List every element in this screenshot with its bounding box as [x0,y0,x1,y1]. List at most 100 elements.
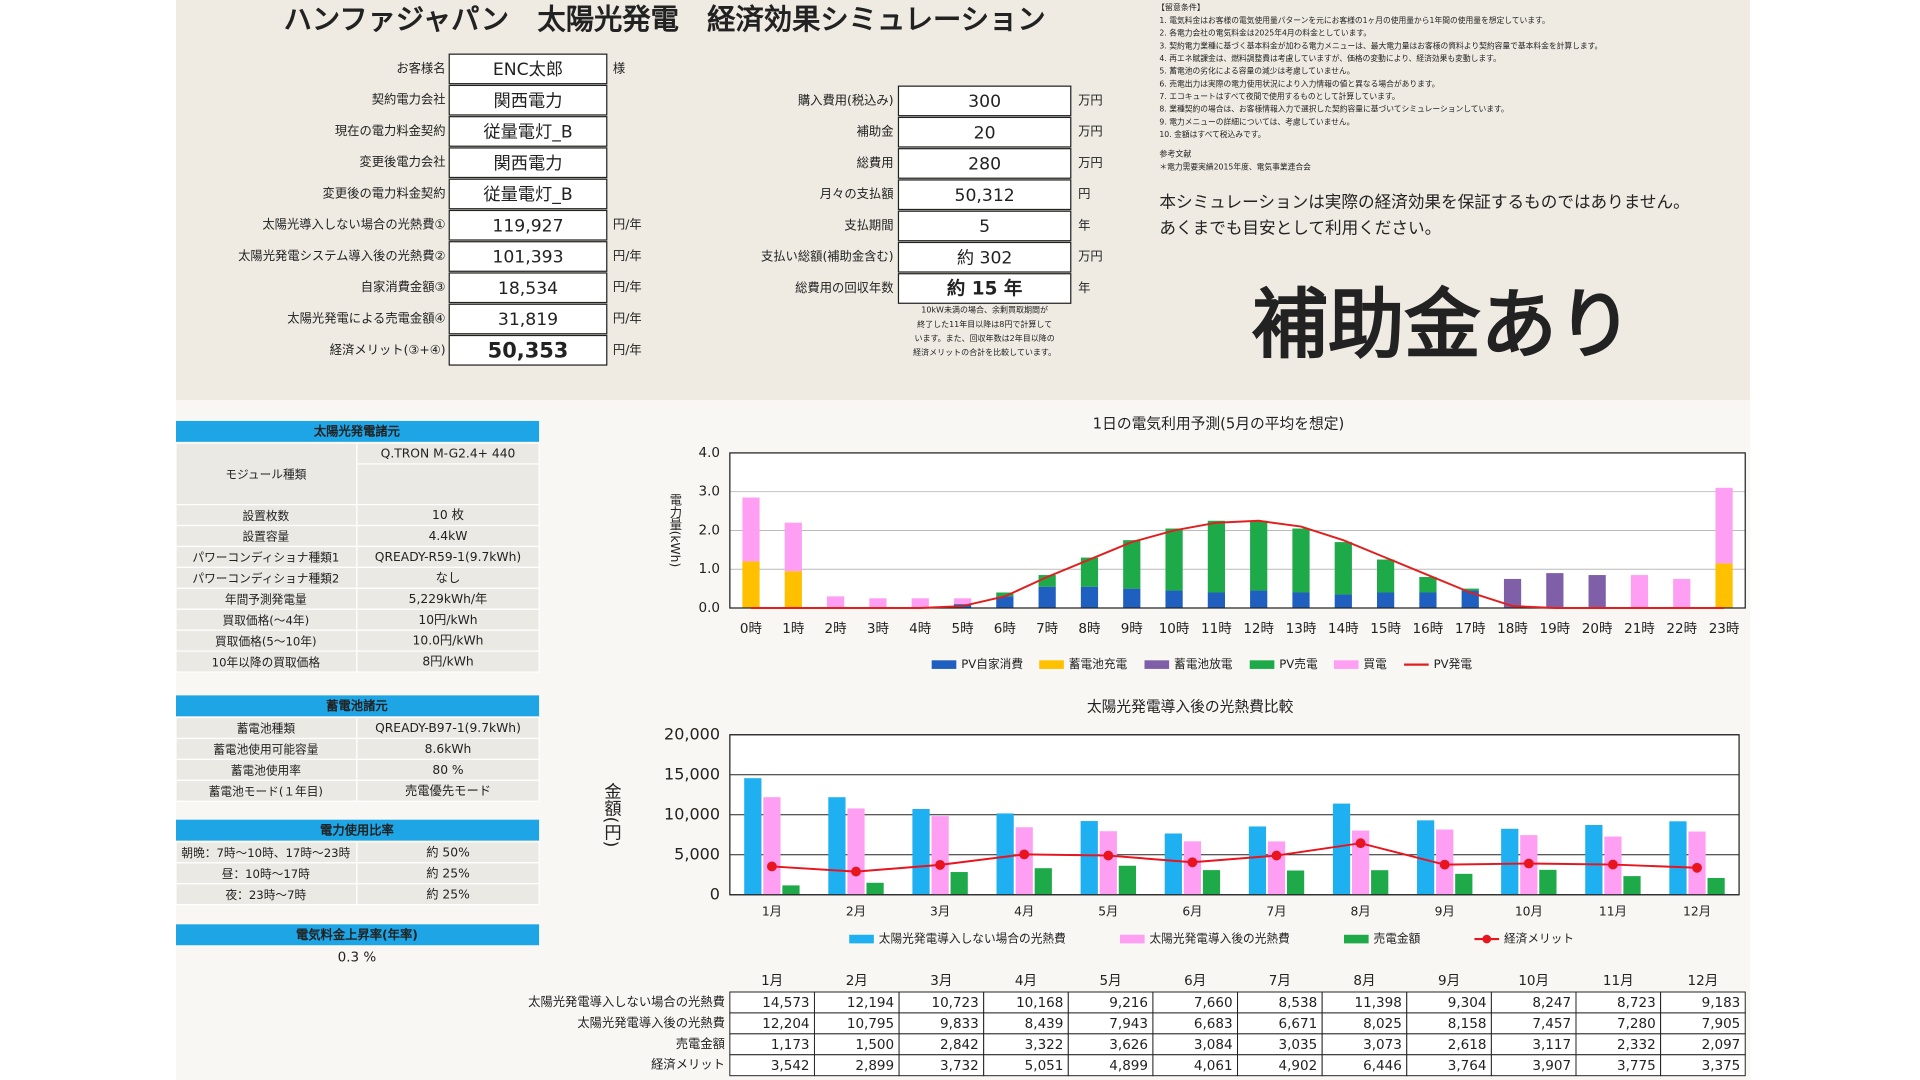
field-box [897,210,1072,242]
legend-label: 蓄電池充電 [1069,657,1128,671]
disclaimer: あくまでも目安として利用ください。 [1159,218,1441,237]
field-label: 太陽光発電による売電金額④ [287,311,445,326]
bar-segment [1630,575,1649,608]
field-unit: 年 [1078,281,1090,295]
x-tick-label: 9時 [1121,621,1144,637]
table-value: 9,183 [1702,995,1741,1011]
spec-label: 設置容量 [242,530,289,544]
y-tick-label: 3.0 [698,484,720,500]
x-tick-label: 1月 [762,905,782,919]
table-value: 3,322 [1025,1037,1064,1053]
line-marker [1271,850,1282,861]
table-value: 3,732 [940,1058,979,1074]
field-unit: 万円 [1078,156,1103,170]
spec-label: 蓄電池種類 [237,722,296,736]
field-value: 約 302 [957,248,1013,268]
field-label: お客様名 [396,60,445,75]
field-label: 変更後の電力料金契約 [323,185,446,200]
bar [1034,868,1052,895]
plot-border [729,452,1746,609]
bar [1164,833,1182,895]
y-axis-label: 電力量(kWh) [668,493,682,567]
spec-heading-bar [176,420,540,442]
bar [996,813,1014,895]
bar-segment [1673,578,1691,608]
condition-item: 4. 再エネ賦課金は、燃料調整費は考慮していますが、価格の変動により、経済効果も… [1159,53,1500,63]
spec-label: 蓄電池使用率 [231,764,301,778]
bar [1501,828,1519,895]
y-tick-label: 15,000 [664,764,720,783]
bar [1267,841,1286,895]
table-value: 6,446 [1363,1058,1402,1074]
table-value: 2,842 [940,1037,979,1053]
field-value: 50,353 [488,339,569,363]
spec-value: 80 % [432,763,463,777]
bar-segment [996,592,1014,597]
spec-heading: 蓄電池諸元 [326,698,388,713]
bar [1585,824,1603,895]
bar [1332,803,1351,895]
table-value: 1,173 [771,1037,810,1053]
bar [1202,870,1221,895]
condition-item: 7. エコキュートはすべて夜間で使用するものとして計算しています。 [1159,91,1399,101]
bar [950,872,968,895]
field-unit: 円/年 [613,218,642,232]
legend-swatch [1039,660,1064,669]
field-value: 31,819 [498,310,558,330]
field-unit: 円/年 [613,343,642,357]
table-value: 3,375 [1702,1058,1741,1074]
cost-note: 10kW未満の場合、余剰買取期間が [921,305,1048,315]
table-value: 12,194 [847,995,894,1011]
x-tick-label: 6月 [1182,905,1202,919]
field-label: 現在の電力料金契約 [335,123,446,138]
field-unit: 円/年 [613,280,642,294]
cost-note: います。また、回収年数は2年目以降の [914,333,1054,343]
spec-label: 10年以降の買取価格 [212,655,321,669]
table-header: 7月 [1269,973,1291,989]
x-tick-label: 8月 [1351,905,1371,919]
legend-label: PV発電 [1434,657,1473,671]
legend-label: 蓄電池放電 [1174,657,1233,671]
bar-segment [1123,540,1141,589]
line-marker [1187,857,1198,868]
spec-label: 昼：10時～17時 [222,867,310,881]
field-value: 20 [974,123,996,143]
subsidy-badge: 補助金あり [1252,280,1633,369]
field-unit: 円/年 [613,249,642,263]
legend-swatch [1333,660,1359,669]
table-header: 10月 [1518,973,1549,989]
table-value: 8,538 [1279,995,1318,1011]
bar-segment [1165,528,1183,591]
x-tick-label: 8時 [1078,621,1101,637]
line-series [751,519,1725,609]
spec-heading: 太陽光発電諸元 [313,424,401,439]
bar-segment [1038,586,1056,608]
bar-segment [1461,588,1479,591]
x-tick-label: 2時 [825,621,848,637]
table-value: 3,084 [1194,1037,1233,1053]
bar-segment [1080,557,1099,587]
field-value: 関西電力 [494,154,563,174]
spec-label: 蓄電池モード(１年目) [209,784,323,798]
line-marker [1103,850,1114,861]
field-label: 契約電力会社 [372,92,446,107]
bar-segment [1038,575,1056,587]
x-tick-label: 1時 [782,621,805,637]
condition-item: 3. 契約電力業種に基づく基本料金が加わる電力メニューは、最大電力量はお客様の資… [1159,40,1602,50]
field-box [448,178,608,210]
bar [912,808,930,895]
bar [1539,869,1557,895]
reference-heading: 参考文献 [1159,148,1191,158]
bar [1099,831,1117,895]
field-unit: 万円 [1078,93,1103,107]
field-value: 300 [968,92,1001,112]
bar [847,808,865,895]
field-label: 購入費用(税込み) [798,92,894,107]
legend-label: 太陽光発電導入後の光熱費 [1150,932,1291,946]
bar [1118,865,1136,895]
table-value: 2,332 [1617,1037,1656,1053]
bar [1669,821,1687,895]
bar-segment [1292,592,1310,608]
bar-segment [1503,578,1522,608]
